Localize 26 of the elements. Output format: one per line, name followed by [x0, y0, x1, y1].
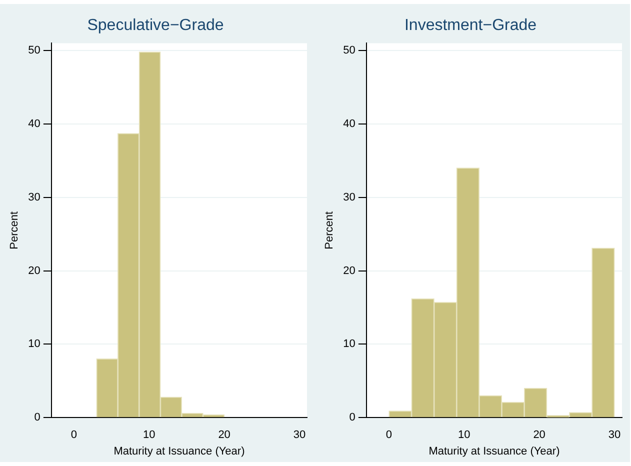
y-tick-label: 0: [349, 412, 356, 424]
x-tick-label: 0: [70, 429, 78, 442]
y-tick-label: 50: [28, 44, 40, 57]
y-tick-label: 10: [28, 338, 40, 350]
x-tick-label: 20: [218, 429, 230, 442]
y-tick-label: 40: [343, 118, 356, 130]
chart-title: Investment−Grade: [404, 17, 537, 34]
y-tick-label: 0: [34, 412, 40, 424]
x-tick-label: 0: [386, 429, 392, 442]
chart-title: Speculative−Grade: [87, 17, 224, 34]
x-tick-label: 10: [458, 429, 470, 442]
y-tick-label: 40: [28, 118, 40, 130]
x-tick-label: 20: [533, 429, 546, 442]
y-axis-title: Percent: [8, 211, 21, 250]
y-axis-title: Percent: [324, 211, 336, 250]
y-tick-label: 20: [28, 264, 40, 277]
x-tick-label: 30: [293, 429, 306, 442]
y-tick-label: 10: [343, 338, 356, 350]
y-tick-label: 30: [28, 191, 40, 204]
x-tick-label: 30: [608, 429, 621, 442]
y-tick-label: 20: [343, 264, 356, 277]
x-axis-title: Maturity at Issuance (Year): [114, 445, 245, 458]
x-tick-label: 10: [143, 429, 156, 442]
y-tick-label: 30: [343, 191, 356, 204]
y-tick-label: 50: [343, 44, 356, 57]
x-axis-title: Maturity at Issuance (Year): [428, 445, 560, 458]
